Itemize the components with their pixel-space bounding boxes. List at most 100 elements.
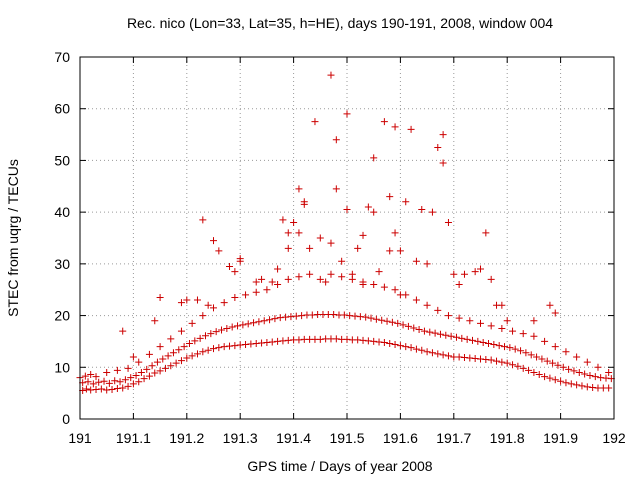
data-point [199, 312, 207, 320]
data-point [156, 343, 164, 351]
data-point [463, 335, 471, 343]
data-point [466, 317, 474, 325]
data-point [482, 229, 490, 237]
data-point [292, 312, 300, 320]
data-point [479, 338, 487, 346]
data-point [380, 283, 388, 291]
data-point [581, 370, 589, 378]
x-tick-label: 191.6 [383, 430, 418, 446]
x-tick-label: 191.4 [276, 430, 311, 446]
data-point [343, 335, 351, 343]
data-point [84, 378, 92, 386]
data-point [460, 270, 468, 278]
data-point [407, 125, 415, 133]
data-point [530, 368, 538, 376]
data-point [487, 275, 495, 283]
data-point [565, 365, 573, 373]
data-point [191, 337, 199, 345]
data-point [234, 322, 242, 330]
data-point [316, 275, 324, 283]
data-point [284, 275, 292, 283]
data-point [511, 345, 519, 353]
x-tick-label: 191.9 [543, 430, 578, 446]
x-tick-label: 191.1 [116, 430, 151, 446]
data-point [263, 338, 271, 346]
data-point [551, 343, 559, 351]
data-point [332, 335, 340, 343]
data-point [327, 270, 335, 278]
data-point [260, 317, 268, 325]
data-point [570, 367, 578, 375]
data-point [541, 337, 549, 345]
x-tick-labels: 191 191.1 191.2 191.3 191.4 191.5 191.6 191.7 19… [68, 430, 626, 446]
data-point [167, 362, 175, 370]
data-point [95, 378, 103, 386]
data-point [567, 380, 575, 388]
data-point [135, 358, 143, 366]
data-point [177, 299, 185, 307]
data-point [370, 337, 378, 345]
data-point [327, 71, 335, 79]
data-point [145, 372, 153, 380]
data-point [201, 332, 209, 340]
data-point [450, 270, 458, 278]
data-point [525, 366, 533, 374]
data-point [605, 368, 613, 376]
x-tick-label: 191.2 [169, 430, 204, 446]
data-point [364, 337, 372, 345]
data-point [474, 337, 482, 345]
data-point [514, 362, 522, 370]
data-point [295, 229, 303, 237]
data-point [388, 318, 396, 326]
data-point [236, 257, 244, 265]
data-point [239, 321, 247, 329]
data-point [444, 218, 452, 226]
data-point [156, 293, 164, 301]
data-point [193, 350, 201, 358]
data-point [113, 366, 121, 374]
data-point [380, 118, 388, 126]
data-point [356, 313, 364, 321]
data-point [151, 369, 159, 377]
data-point [562, 348, 570, 356]
data-point [428, 208, 436, 216]
data-point [196, 334, 204, 342]
data-point [231, 293, 239, 301]
data-point [549, 359, 557, 367]
data-point [370, 154, 378, 162]
data-point [434, 350, 442, 358]
data-point [103, 368, 111, 376]
data-point [298, 312, 306, 320]
data-point [161, 364, 169, 372]
data-point [362, 313, 370, 321]
data-point [557, 377, 565, 385]
data-point [359, 336, 367, 344]
data-point [207, 330, 215, 338]
data-point [589, 383, 597, 391]
y-tick-label: 0 [62, 411, 70, 427]
data-point [391, 341, 399, 349]
data-point [185, 339, 193, 347]
data-point [87, 371, 95, 379]
data-point [210, 304, 217, 312]
data-point [153, 358, 161, 366]
data-point [204, 301, 212, 309]
data-point [172, 359, 180, 367]
data-point [159, 355, 167, 363]
data-point [322, 278, 330, 286]
data-point [530, 317, 538, 325]
y-axis-label: STEC from uqrg / TECUs [5, 159, 21, 317]
data-point [471, 268, 479, 276]
data-point [423, 301, 431, 309]
data-point [418, 206, 426, 214]
data-point [220, 299, 228, 307]
data-point [439, 351, 447, 359]
data-point [412, 345, 420, 353]
data-point [258, 339, 266, 347]
data-point [244, 320, 252, 328]
data-point [284, 229, 292, 237]
data-point [164, 352, 172, 360]
data-point [538, 355, 546, 363]
x-axis-label: GPS time / Days of year 2008 [247, 458, 432, 474]
data-point [573, 381, 581, 389]
